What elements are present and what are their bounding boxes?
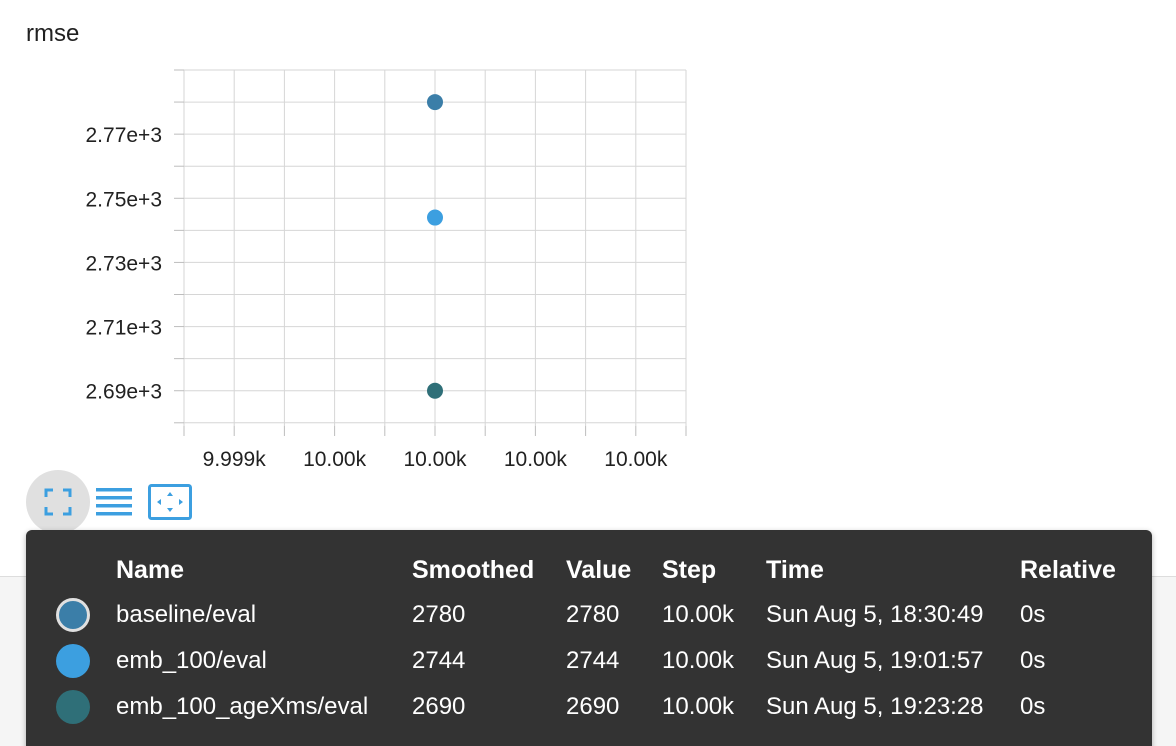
fit-domain-icon [148, 484, 192, 520]
series-step: 10.00k [662, 601, 735, 628]
series-swatch-cell [26, 638, 116, 684]
series-relative: 0s [1020, 601, 1046, 628]
x-tick-label: 10.00k [504, 448, 568, 471]
y-tick-label: 2.75e+3 [86, 188, 163, 211]
data-point [427, 382, 443, 399]
header-value: Value [566, 555, 632, 584]
list-icon [96, 488, 132, 516]
fullscreen-button[interactable] [26, 470, 90, 534]
series-time: Sun Aug 5, 19:23:28 [766, 693, 984, 720]
header-step: Step [662, 555, 717, 584]
series-smoothed: 2744 [412, 647, 466, 674]
y-tick-label: 2.77e+3 [86, 124, 163, 147]
series-name: emb_100/eval [116, 647, 267, 674]
fullscreen-icon [44, 488, 72, 516]
series-color-swatch [56, 690, 90, 724]
series-smoothed: 2780 [412, 601, 466, 628]
series-value: 2780 [566, 601, 620, 628]
table-row: emb_100/eval 2744 2744 10.00k Sun Aug 5,… [26, 638, 1140, 684]
series-time: Sun Aug 5, 18:30:49 [766, 601, 984, 628]
data-point [427, 209, 443, 226]
series-step: 10.00k [662, 693, 735, 720]
series-color-swatch [56, 644, 90, 678]
table-row: baseline/eval 2780 2780 10.00k Sun Aug 5… [26, 592, 1140, 638]
header-smoothed: Smoothed [412, 555, 535, 584]
series-relative: 0s [1020, 693, 1046, 720]
x-tick-label: 9.999k [203, 448, 267, 471]
series-swatch-cell [26, 592, 116, 638]
series-step: 10.00k [662, 647, 735, 674]
chart-title: rmse [26, 20, 80, 47]
data-point [427, 94, 443, 111]
x-tick-label: 10.00k [604, 448, 668, 471]
table-row: emb_100_ageXms/eval 2690 2690 10.00k Sun… [26, 684, 1140, 730]
header-relative: Relative [1020, 555, 1116, 584]
header-time: Time [766, 555, 824, 584]
tooltip-header-row: Name Smoothed Value Step Time Relative [26, 548, 1140, 592]
x-tick-label: 10.00k [303, 448, 367, 471]
chart-toolbar [26, 470, 202, 534]
toggle-y-log-button[interactable] [82, 470, 146, 534]
chart-plot[interactable]: 2.69e+3 2.71e+3 2.73e+3 2.75e+3 2.77e+3 9.999… [0, 0, 700, 480]
header-swatch [26, 548, 116, 592]
x-tick-label: 10.00k [403, 448, 467, 471]
fit-domain-button[interactable] [138, 470, 202, 534]
series-value: 2690 [566, 693, 620, 720]
series-relative: 0s [1020, 647, 1046, 674]
series-name: baseline/eval [116, 601, 257, 628]
series-time: Sun Aug 5, 19:01:57 [766, 647, 984, 674]
y-tick-label: 2.69e+3 [86, 381, 163, 404]
series-swatch-cell [26, 684, 116, 730]
series-color-swatch [56, 598, 90, 632]
header-name: Name [116, 555, 185, 584]
series-smoothed: 2690 [412, 693, 466, 720]
data-tooltip: Name Smoothed Value Step Time Relative b… [26, 530, 1152, 746]
y-tick-label: 2.71e+3 [86, 317, 163, 340]
tooltip-table: Name Smoothed Value Step Time Relative b… [26, 548, 1140, 730]
series-value: 2744 [566, 647, 620, 674]
series-name: emb_100_ageXms/eval [116, 693, 369, 720]
y-tick-label: 2.73e+3 [86, 252, 163, 275]
